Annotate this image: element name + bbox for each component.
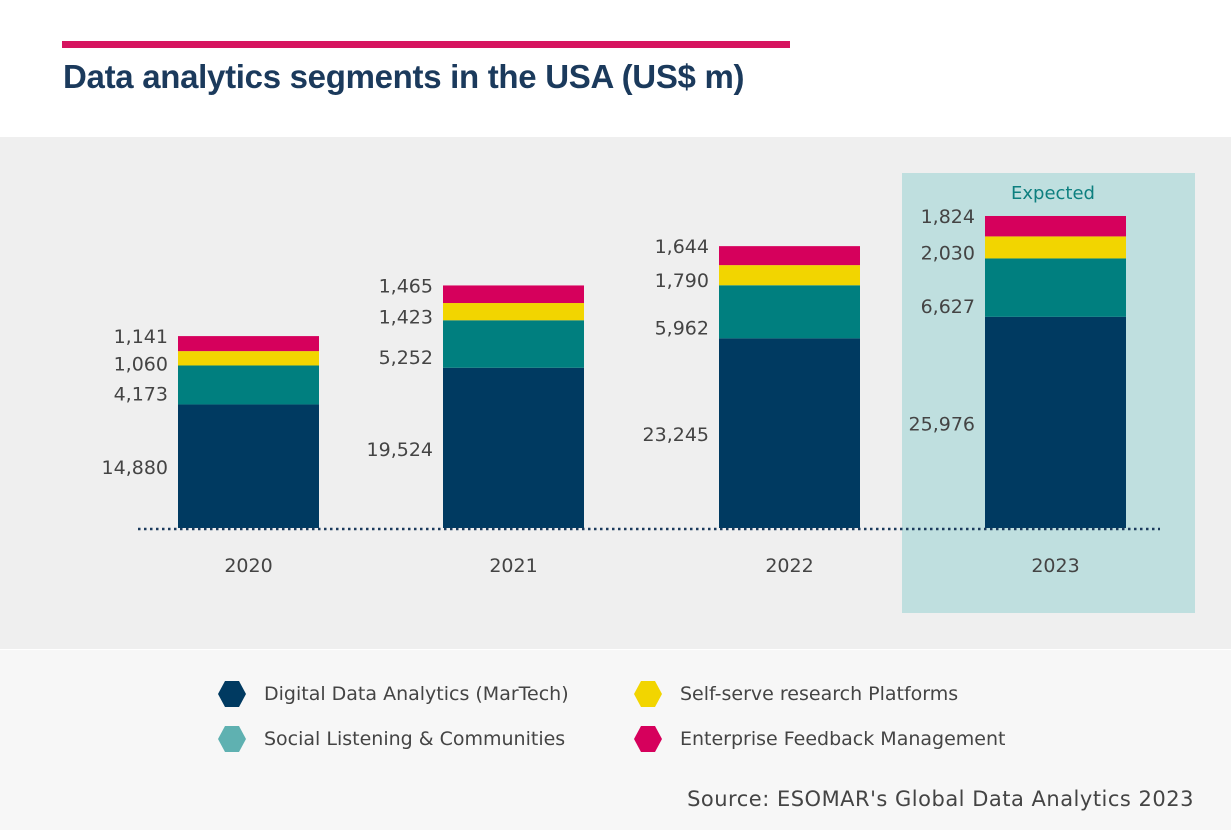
data-label: 6,627 bbox=[921, 296, 975, 318]
chart-title: Data analytics segments in the USA (US$ … bbox=[63, 58, 745, 95]
hexagon-icon bbox=[218, 726, 246, 752]
expected-label: Expected bbox=[1011, 183, 1095, 204]
bar-segment bbox=[178, 351, 319, 366]
title-accent-bar bbox=[62, 41, 790, 48]
data-label: 5,962 bbox=[655, 317, 709, 339]
bar-segment bbox=[719, 246, 860, 266]
bar-segment bbox=[985, 258, 1126, 317]
legend-label: Self-serve research Platforms bbox=[680, 683, 959, 705]
x-tick-label: 2022 bbox=[765, 555, 813, 577]
data-label: 14,880 bbox=[102, 457, 168, 479]
data-label: 23,245 bbox=[643, 424, 709, 446]
legend-label: Enterprise Feedback Management bbox=[680, 728, 1006, 750]
bar-segment bbox=[443, 285, 584, 304]
x-tick-label: 2020 bbox=[224, 555, 272, 577]
legend-label: Social Listening & Communities bbox=[264, 728, 566, 750]
legend-item-martech: Digital Data Analytics (MarTech) bbox=[218, 681, 569, 707]
data-label: 4,173 bbox=[114, 383, 168, 405]
legend-item-efm: Enterprise Feedback Management bbox=[634, 726, 1005, 752]
bar-segment bbox=[985, 236, 1126, 259]
data-label: 1,465 bbox=[379, 275, 433, 297]
data-label: 1,644 bbox=[655, 236, 709, 258]
data-label: 1,824 bbox=[921, 206, 975, 228]
stacked-bar-chart: Expected 14,880 4,173 1,060 1,141 2020 19,524 5… bbox=[102, 173, 1195, 613]
bar-segment bbox=[719, 285, 860, 339]
hexagon-icon bbox=[218, 681, 246, 707]
bar-segment bbox=[178, 365, 319, 405]
bar-segment bbox=[443, 367, 584, 528]
legend-label: Digital Data Analytics (MarTech) bbox=[264, 683, 569, 705]
bar-segment bbox=[985, 215, 1126, 237]
bar-segment bbox=[985, 316, 1126, 528]
x-tick-label: 2023 bbox=[1031, 555, 1079, 577]
bar-segment bbox=[443, 320, 584, 368]
bar-segment bbox=[178, 404, 319, 528]
data-label: 1,060 bbox=[114, 353, 168, 375]
bar-segment bbox=[719, 265, 860, 286]
legend-item-social-listening: Social Listening & Communities bbox=[218, 726, 565, 752]
data-label: 1,790 bbox=[655, 270, 709, 292]
legend-item-self-serve: Self-serve research Platforms bbox=[634, 681, 958, 707]
legend-panel bbox=[0, 650, 1231, 830]
bar-segment bbox=[178, 336, 319, 352]
data-label: 1,423 bbox=[379, 307, 433, 329]
hexagon-icon bbox=[634, 726, 662, 752]
data-label: 2,030 bbox=[921, 242, 975, 264]
data-label: 5,252 bbox=[379, 347, 433, 369]
source-note: Source: ESOMAR's Global Data Analytics 2… bbox=[687, 787, 1194, 811]
data-label: 1,141 bbox=[114, 326, 168, 348]
x-tick-label: 2021 bbox=[489, 555, 537, 577]
hexagon-icon bbox=[634, 681, 662, 707]
bar-segment bbox=[719, 338, 860, 528]
data-label: 25,976 bbox=[909, 413, 975, 435]
data-label: 19,524 bbox=[367, 439, 433, 461]
bar-segment bbox=[443, 303, 584, 321]
